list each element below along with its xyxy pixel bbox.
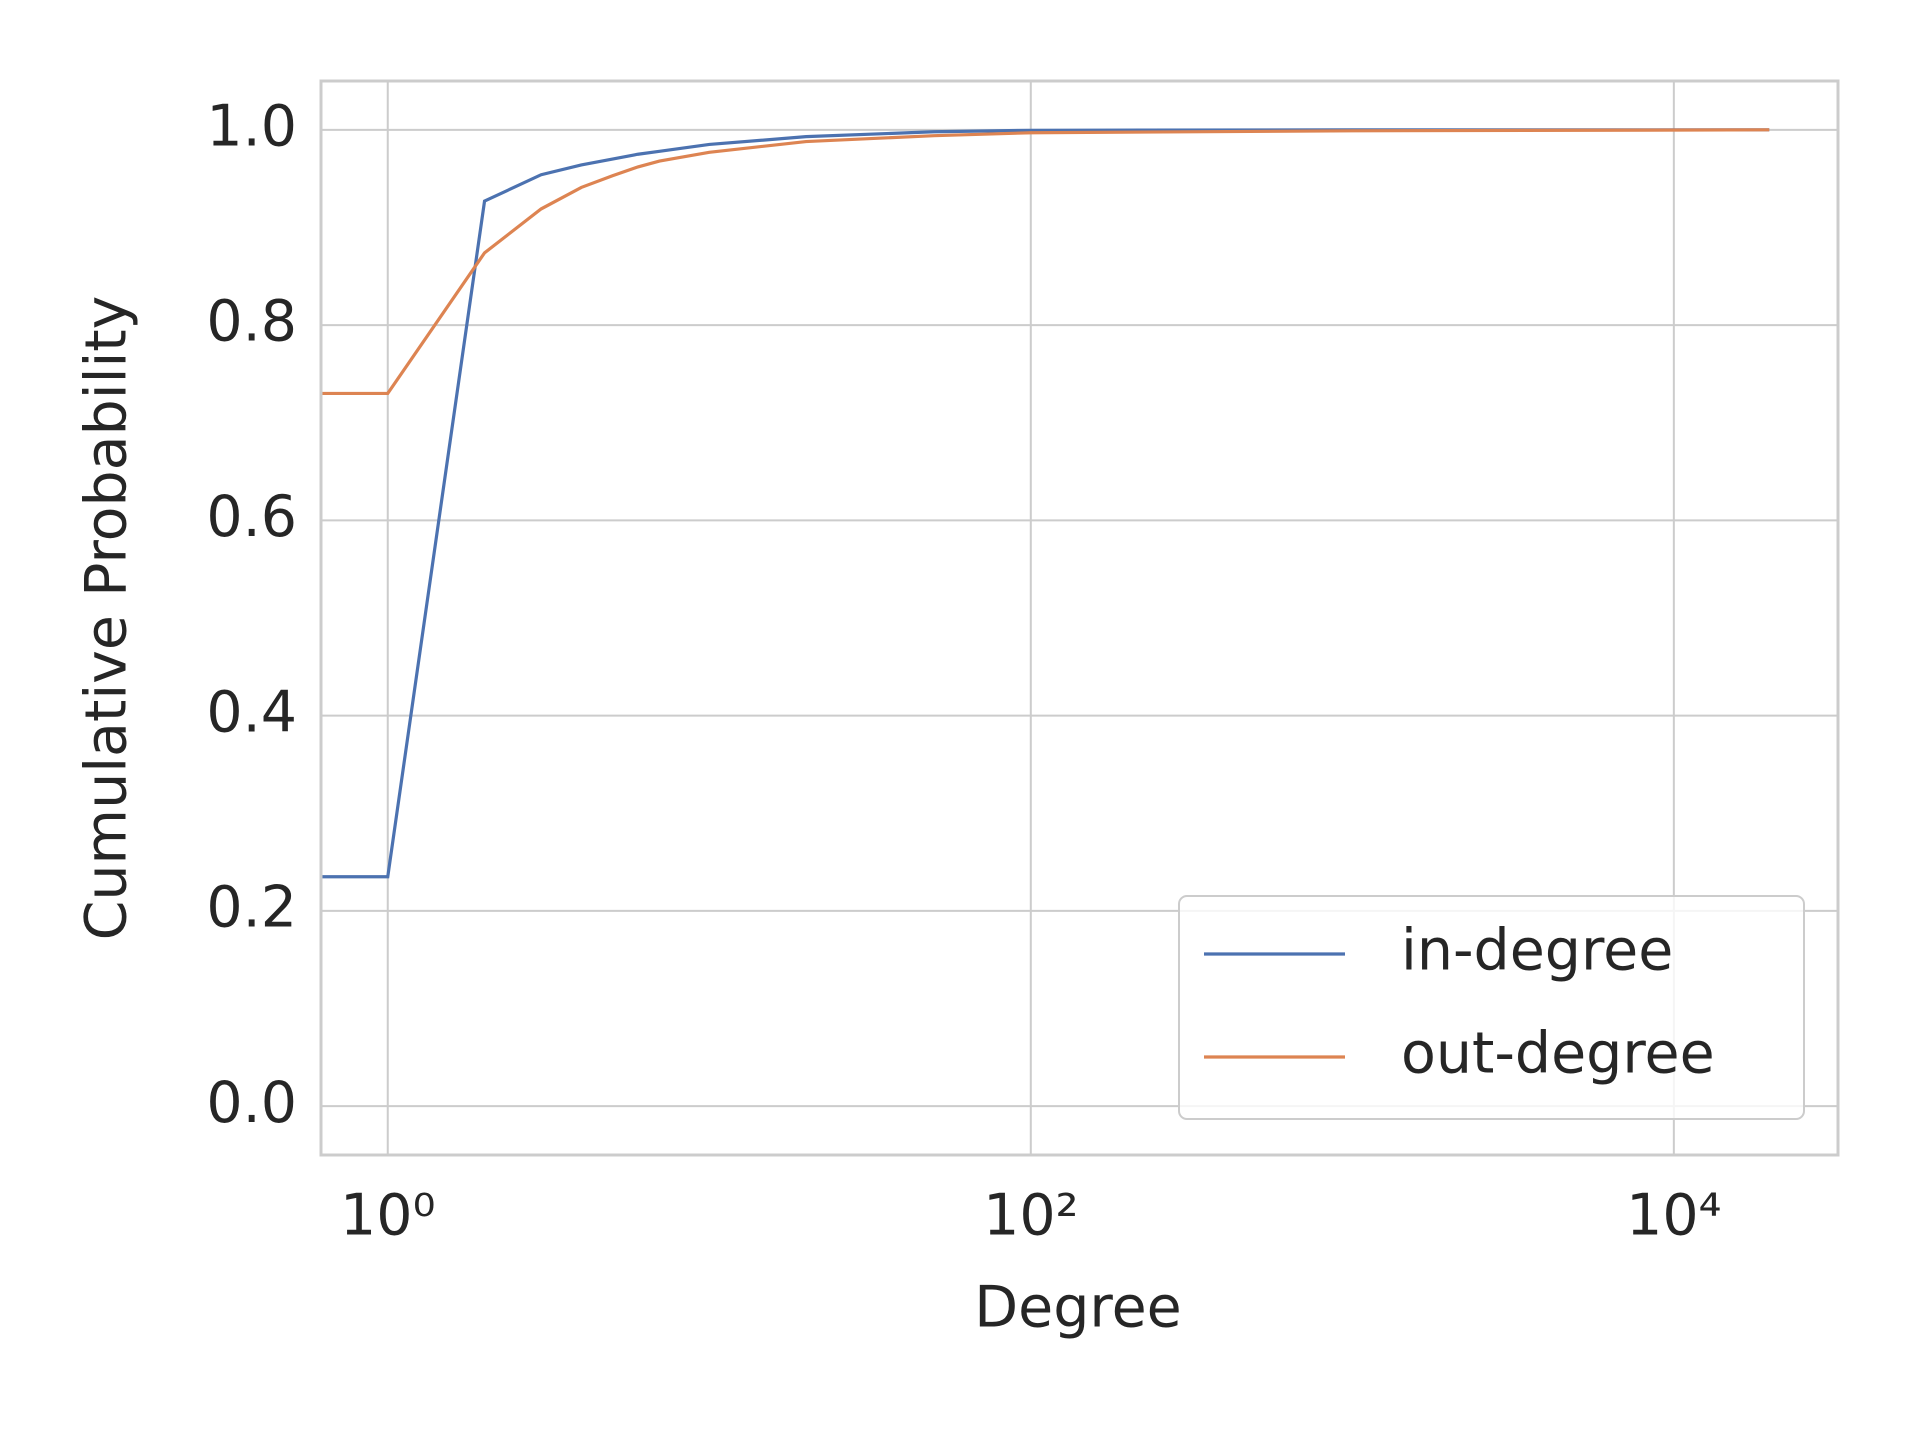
plot-frame	[319, 79, 1840, 1157]
y-tick-label: 0.6	[206, 484, 297, 550]
y-tick-label: 0.0	[206, 1070, 297, 1136]
y-tick-label: 0.4	[206, 679, 297, 745]
y-axis-label: Cumulative Probability	[74, 296, 140, 941]
data-line	[321, 128, 1770, 879]
x-tick-label: 10⁴	[1626, 1183, 1721, 1249]
x-tick-label: 10²	[983, 1183, 1078, 1249]
legend-label: out-degree	[1401, 1021, 1715, 1087]
x-tick-label: 10⁰	[340, 1183, 435, 1249]
legend-box	[1178, 895, 1805, 1120]
x-axis-label: Degree	[974, 1275, 1181, 1341]
legend-label: in-degree	[1401, 918, 1673, 984]
y-tick-label: 1.0	[206, 93, 297, 159]
y-tick-label: 0.2	[206, 875, 297, 941]
data-line	[321, 128, 1770, 396]
y-tick-label: 0.8	[206, 289, 297, 355]
